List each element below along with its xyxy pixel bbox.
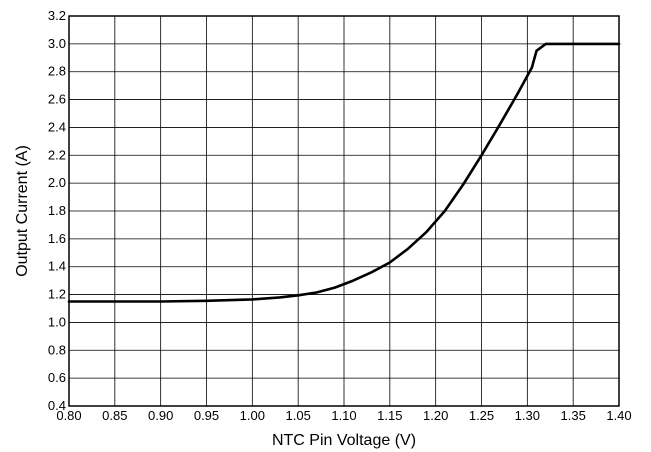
- x-tick-label: 0.95: [194, 408, 219, 423]
- x-tick-label: 1.10: [331, 408, 356, 423]
- x-tick-label: 0.90: [148, 408, 173, 423]
- y-tick-label: 1.0: [48, 314, 66, 329]
- y-tick-label: 0.6: [48, 370, 66, 385]
- y-tick-label: 2.8: [48, 64, 66, 79]
- x-tick-label: 1.00: [240, 408, 265, 423]
- x-tick-label: 1.05: [286, 408, 311, 423]
- y-tick-label: 1.4: [48, 259, 66, 274]
- y-tick-label: 2.4: [48, 119, 66, 134]
- x-axis-title: NTC Pin Voltage (V): [272, 432, 416, 449]
- y-tick-label: 2.6: [48, 92, 66, 107]
- y-tick-label: 1.8: [48, 203, 66, 218]
- x-tick-label: 1.15: [377, 408, 402, 423]
- x-tick-label: 1.30: [515, 408, 540, 423]
- y-tick-label: 2.2: [48, 147, 66, 162]
- y-axis-title: Output Current (A): [14, 145, 31, 277]
- y-tick-label: 1.2: [48, 287, 66, 302]
- y-tick-label: 3.2: [48, 8, 66, 23]
- x-tick-label: 0.85: [102, 408, 127, 423]
- x-tick-label: 1.20: [423, 408, 448, 423]
- y-tick-label: 0.4: [48, 398, 66, 413]
- x-tick-label: 0.80: [56, 408, 81, 423]
- series-layer: [67, 42, 621, 303]
- grid: [68, 15, 620, 407]
- series-line-0: [67, 42, 621, 303]
- y-tick-label: 1.6: [48, 231, 66, 246]
- y-tick-label: 0.8: [48, 342, 66, 357]
- y-tick-labels: 0.4 0.6 0.8 1.0 1.2 1.4 1.6 1.8 2.0 2.2 2.4 2.6 2.8 3…: [48, 8, 66, 413]
- y-tick-label: 3.0: [48, 36, 66, 51]
- x-tick-labels: 0.80 0.85 0.90 0.95 1.00 1.05 1.10 1.15 1.20 1.25…: [56, 408, 631, 423]
- x-tick-label: 1.25: [469, 408, 494, 423]
- x-tick-label: 1.40: [606, 408, 631, 423]
- plot-frame: [68, 15, 620, 407]
- x-tick-label: 1.35: [561, 408, 586, 423]
- y-tick-label: 2.0: [48, 175, 66, 190]
